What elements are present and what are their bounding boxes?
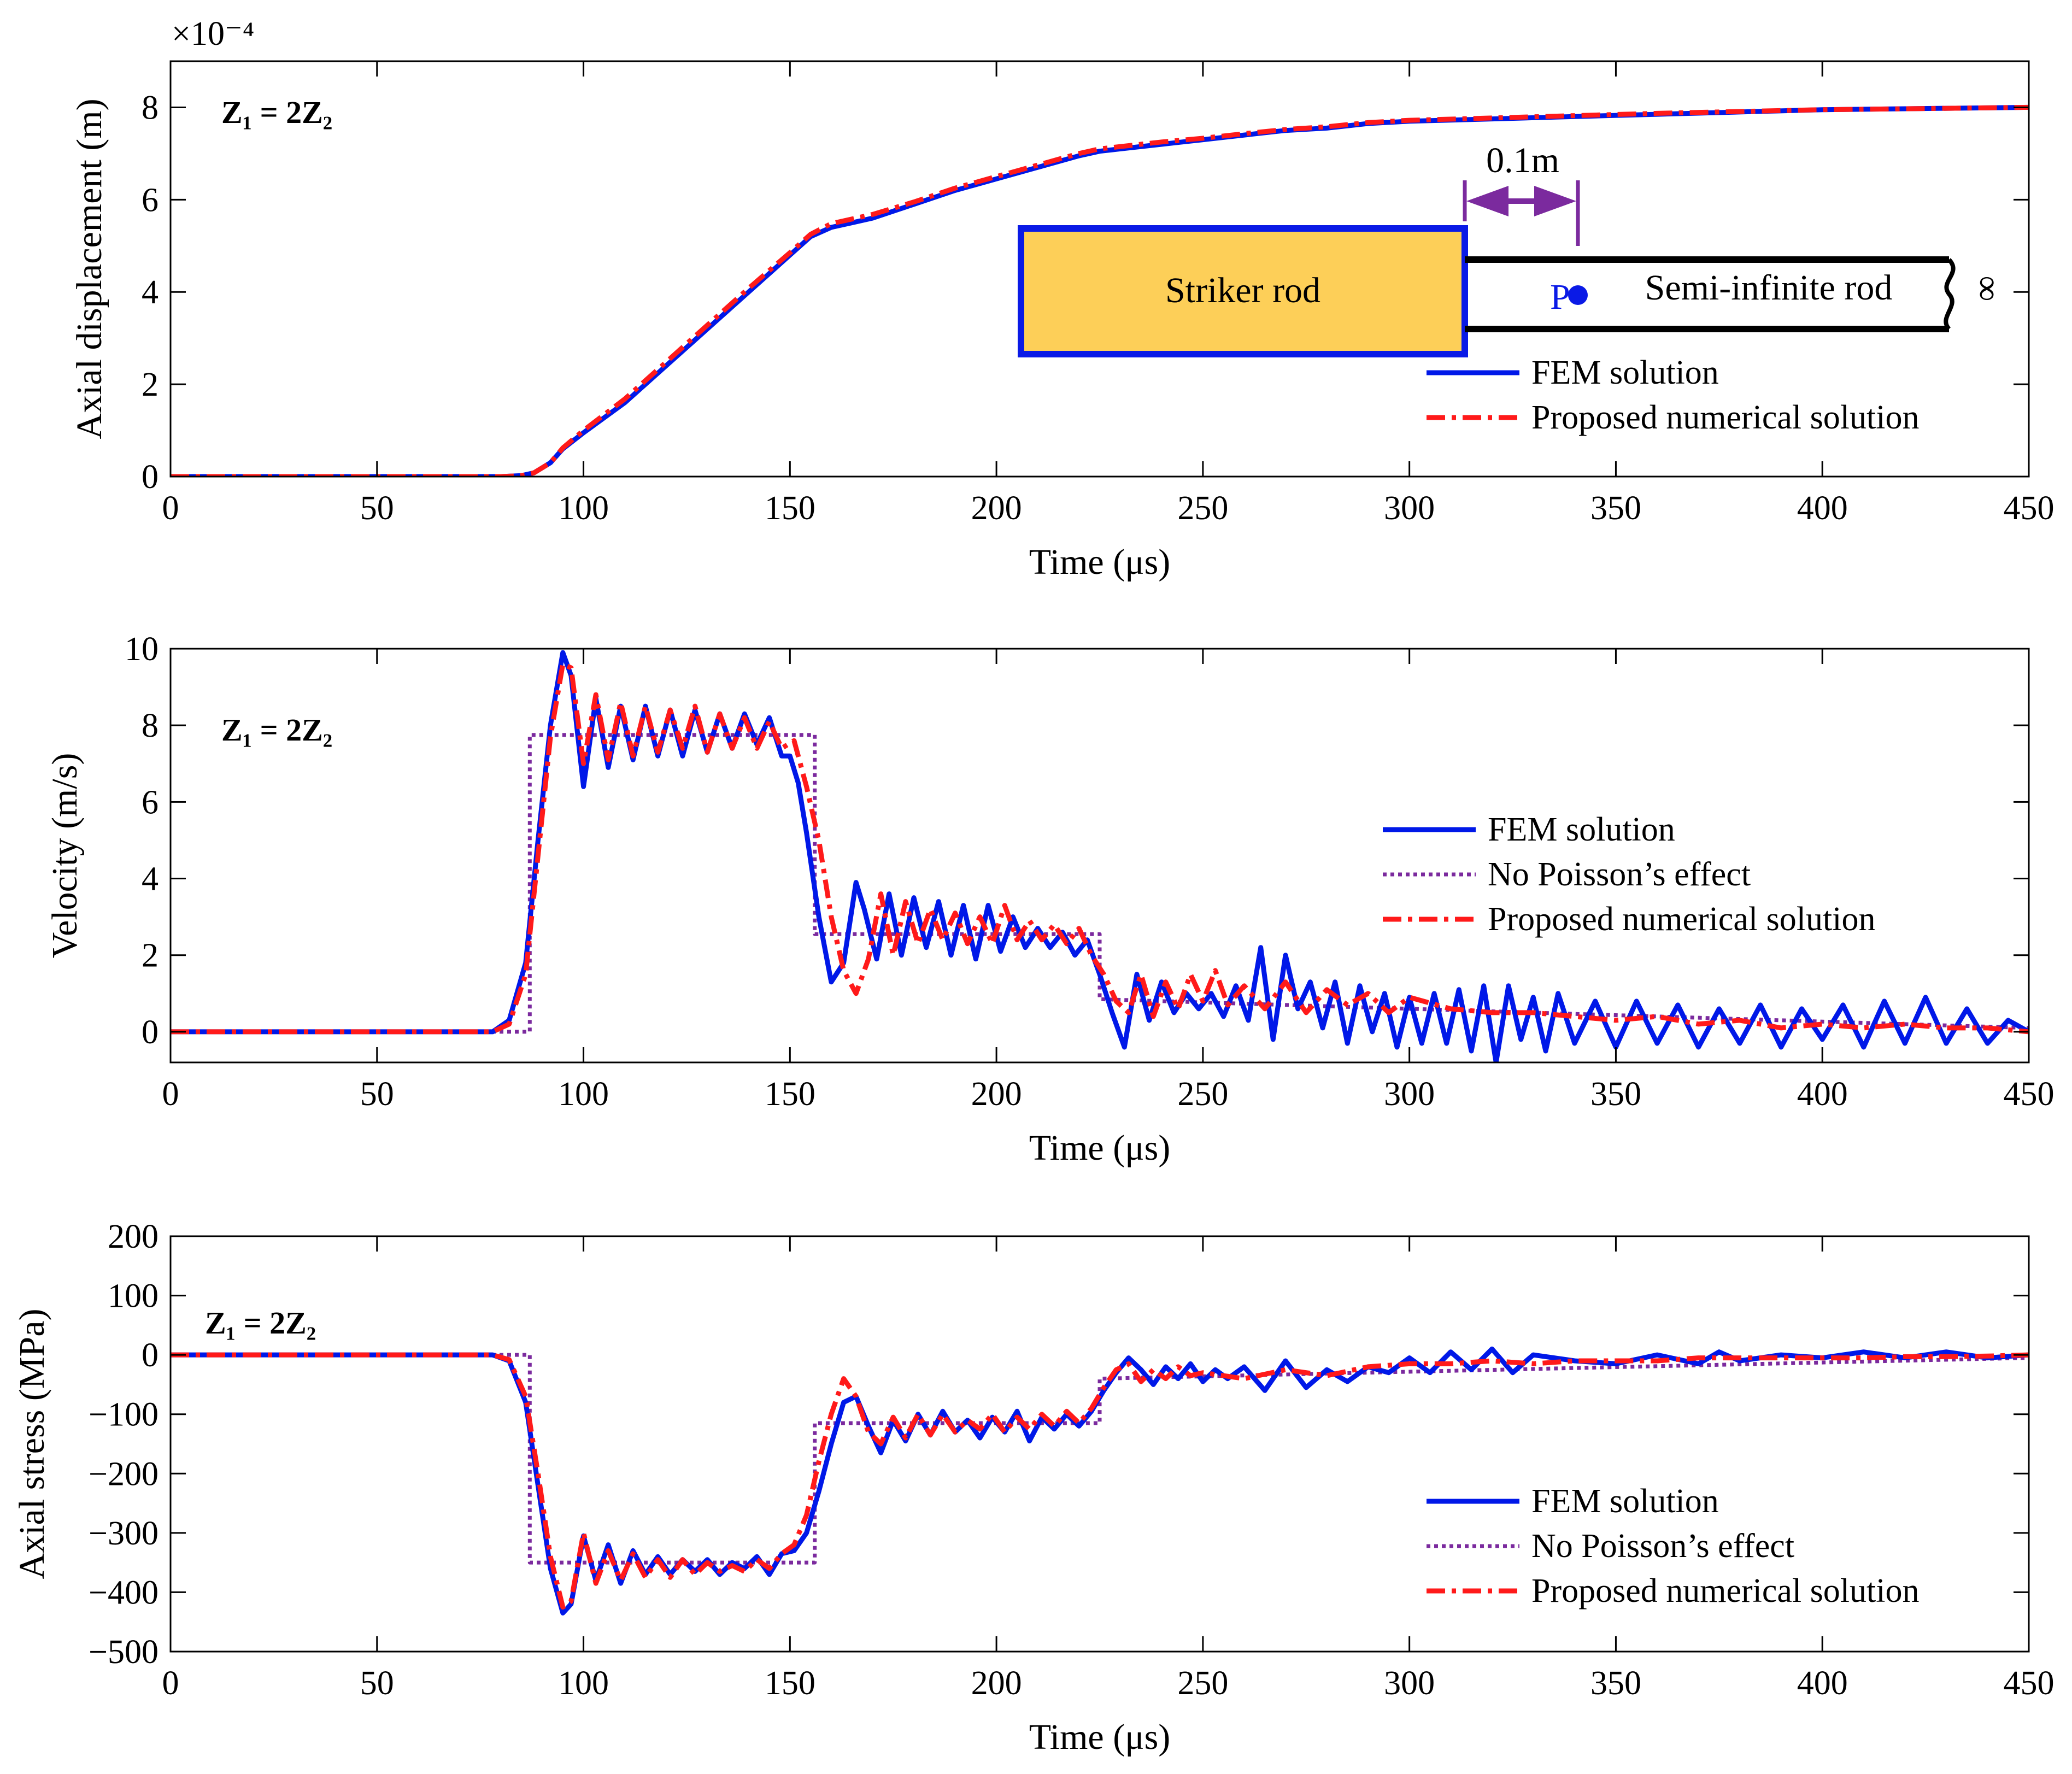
y-tick-label: 0 [142,459,159,496]
y-tick-label: −300 [89,1515,159,1552]
x-tick-label: 450 [2004,1076,2055,1113]
semi-infinite-rod-label: Semi-infinite rod [1645,268,1893,308]
distance-label: 0.1m [1486,140,1559,180]
x-tick-label: 0 [162,1076,179,1113]
axes-frame [169,648,2030,1064]
x-tick-label: 50 [360,1076,394,1113]
x-tick-label: 300 [1384,1076,1435,1113]
y-tick-label: 8 [142,707,159,744]
y-tick-label: −200 [89,1455,159,1493]
x-tick-label: 350 [1590,1076,1641,1113]
distance-arrow-left-head [1466,186,1508,216]
series-fem-solution [171,104,2029,477]
y-tick-label: 8 [142,89,159,126]
x-tick-label: 150 [765,1076,815,1113]
infinity-symbol: ∞ [1968,275,2008,301]
y-tick-label: 200 [108,1218,159,1255]
y-axis-label: Axial displacement (m) [69,98,109,439]
y-tick-label: 4 [142,861,159,898]
x-tick-label: 150 [765,1665,815,1702]
axes-frame [169,60,2030,478]
x-tick-label: 150 [765,490,815,527]
y-tick-label: −500 [89,1634,159,1671]
plot-area-2 [171,650,2029,1062]
panel-2: 0 50 100 150 200 250 300 350 400 450 0 2 4 6 8 10 Time (… [45,631,2055,1168]
x-tick-label: 200 [971,1665,1022,1702]
y-tick-label: 0 [142,1014,159,1051]
plot-area-1 [171,104,2029,477]
x-tick-label: 350 [1590,490,1641,527]
y-axis-label: Axial stress (MPa) [12,1309,52,1579]
y-tick-label: 6 [142,784,159,821]
legend: FEM solution No Poisson’s effect Proposed … [1383,811,1875,938]
x-axis-label: Time (μs) [1029,1128,1171,1168]
point-p-marker [1568,285,1588,305]
x-tick-label: 100 [558,1665,609,1702]
legend-label: Proposed numerical solution [1531,1572,1919,1609]
x-tick-label: 400 [1797,1076,1848,1113]
series-fem-solution [171,650,2029,1062]
panel-1: 0 50 100 150 200 250 300 350 400 450 0 2 4 6 8 Time (μs… [69,15,2055,582]
x-tick-label: 100 [558,1076,609,1113]
legend: FEM solution No Poisson’s effect Proposed … [1427,1483,1919,1609]
y-tick-label: 4 [142,274,159,311]
legend-label: FEM solution [1531,354,1719,391]
x-tick-label: 0 [162,490,179,527]
series-no-poisson-s-effect [171,733,2029,1034]
striker-rod [1018,225,1468,357]
x-tick-label: 400 [1797,1665,1848,1702]
y-tick-label: 2 [142,366,159,403]
x-tick-label: 250 [1177,1076,1228,1113]
legend-label: No Poisson’s effect [1531,1528,1794,1565]
legend: FEM solution Proposed numerical solution [1427,354,1919,436]
x-tick-label: 300 [1384,1665,1435,1702]
striker-rod-label: Striker rod [1165,271,1320,310]
legend-label: Proposed numerical solution [1488,901,1875,938]
series-proposed-numerical-solution [171,661,2029,1035]
impedance-annotation: Z₁ = 2Z₂ [221,95,332,130]
x-tick-label: 250 [1177,1665,1228,1702]
y-exponent-label: ×10⁻⁴ [172,15,254,52]
legend-label: FEM solution [1488,811,1675,848]
point-p-label: P [1550,277,1570,317]
x-tick-label: 450 [2004,490,2055,527]
panel-3: 0 50 100 150 200 250 300 350 400 450 −500 −400 −300 −… [12,1218,2055,1757]
axes-frame [169,1235,2030,1653]
y-tick-label: −400 [89,1574,159,1611]
x-tick-label: 0 [162,1665,179,1702]
y-tick-label: 0 [142,1337,159,1374]
series-no-poisson-s-effect [171,1353,2029,1565]
rod-diagram: Striker rod Semi-infinite rod ∞ P 0.1m [1018,140,2008,357]
distance-arrow-right-head [1534,186,1576,216]
plot-area-3 [171,1346,2029,1616]
x-tick-label: 100 [558,490,609,527]
x-tick-label: 450 [2004,1665,2055,1702]
semi-infinite-rod [1465,256,1956,332]
x-tick-label: 200 [971,1076,1022,1113]
y-tick-label: 6 [142,181,159,219]
x-tick-label: 200 [971,490,1022,527]
x-axis-label: Time (μs) [1029,542,1171,582]
legend-label: Proposed numerical solution [1531,399,1919,436]
impedance-annotation: Z₁ = 2Z₂ [221,712,332,748]
y-tick-label: 2 [142,937,159,974]
impedance-annotation: Z₁ = 2Z₂ [205,1305,316,1341]
x-tick-label: 400 [1797,490,1848,527]
y-axis-label: Velocity (m/s) [45,753,85,959]
y-tick-label: 10 [125,631,159,668]
x-tick-label: 50 [360,490,394,527]
x-tick-label: 50 [360,1665,394,1702]
legend-label: No Poisson’s effect [1488,856,1751,893]
x-tick-label: 250 [1177,490,1228,527]
y-tick-label: −100 [89,1396,159,1434]
x-axis-label: Time (μs) [1029,1717,1171,1757]
legend-label: FEM solution [1531,1483,1719,1520]
x-tick-label: 350 [1590,1665,1641,1702]
y-tick-label: 100 [108,1278,159,1315]
x-tick-label: 300 [1384,490,1435,527]
